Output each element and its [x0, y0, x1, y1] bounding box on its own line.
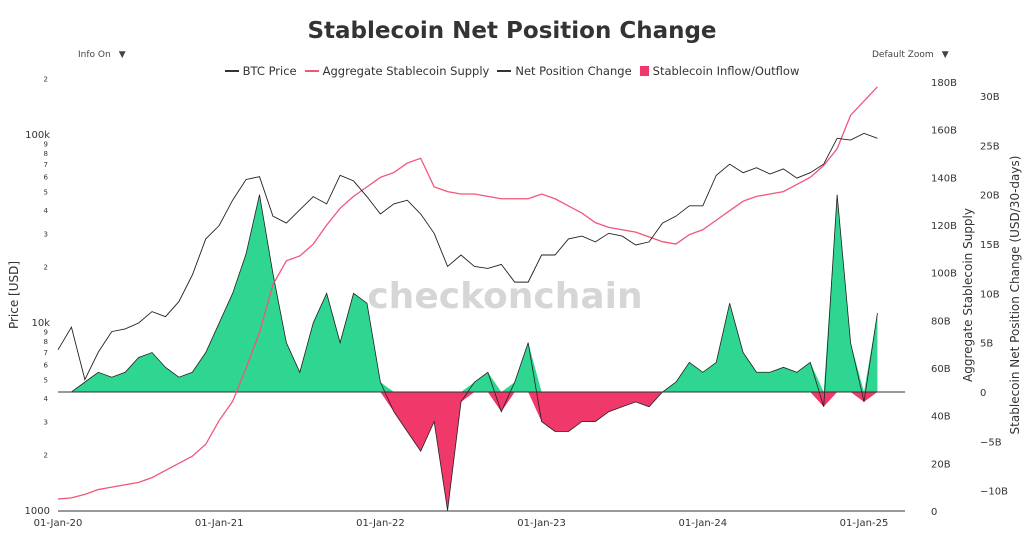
- zoom-label: Default Zoom: [872, 50, 934, 60]
- y-left-tick-label: 4: [44, 207, 49, 215]
- x-tick-label: 01-Jan-25: [840, 518, 889, 529]
- y-right2-tick-label: 15B: [980, 240, 1000, 251]
- y-right1-tick-label: 160B: [931, 126, 957, 137]
- y-left-tick-label: 8: [44, 338, 48, 346]
- y-left-tick-label: 4: [44, 395, 49, 403]
- legend-label: Stablecoin Inflow/Outflow: [652, 64, 800, 78]
- legend-item-net-position-change[interactable]: Net Position Change: [497, 64, 632, 78]
- y-left-axis-title: Price [USD]: [7, 261, 21, 329]
- legend-item-btc-price[interactable]: BTC Price: [224, 64, 297, 78]
- y-right2-tick-label: 25B: [980, 141, 1000, 152]
- y-right1-tick-label: 140B: [931, 173, 957, 184]
- y-right2-axis-title: Stablecoin Net Position Change (USD/30-d…: [1008, 156, 1022, 435]
- y-right1-tick-label: 100B: [931, 269, 957, 280]
- legend-label: Aggregate Stablecoin Supply: [322, 64, 490, 78]
- y-left-tick-label: 2: [44, 451, 48, 459]
- legend-label: BTC Price: [242, 64, 297, 78]
- y-right2-tick-label: 20B: [980, 191, 1000, 202]
- y-right1-tick-label: 40B: [931, 412, 951, 423]
- y-right1-tick-label: 80B: [931, 316, 951, 327]
- y-right2-tick-label: −10B: [980, 487, 1008, 498]
- y-left-tick-label: 8: [44, 150, 48, 158]
- x-tick-label: 01-Jan-21: [195, 518, 244, 529]
- x-tick-label: 01-Jan-20: [34, 518, 83, 529]
- y-right1-axis-title: Aggregate Stablecoin Supply: [961, 208, 975, 382]
- y-left-tick-label: 9: [44, 329, 48, 337]
- y-left-tick-label: 3: [44, 418, 48, 426]
- y-left-tick-label: 7: [44, 161, 48, 169]
- y-left-tick-label: 1000: [25, 506, 50, 517]
- y-left-tick-label: 100k: [25, 130, 50, 141]
- zoom-dropdown[interactable]: Default Zoom ▼: [864, 46, 957, 64]
- y-left-tick-label: 10k: [31, 318, 50, 329]
- info-toggle-label: Info On: [78, 50, 111, 60]
- y-left-tick-label: 6: [44, 362, 49, 370]
- y-right2-tick-label: 10B: [980, 289, 1000, 300]
- y-right2-tick-label: −5B: [980, 437, 1002, 448]
- outflow-area: [58, 392, 878, 511]
- legend: BTC Price Aggregate Stablecoin Supply Ne…: [0, 64, 1024, 78]
- y-right2-tick-label: 5B: [980, 339, 993, 350]
- y-right2-tick-label: 30B: [980, 92, 1000, 103]
- y-right1-tick-label: 0: [931, 507, 937, 518]
- info-toggle-dropdown[interactable]: Info On ▼: [70, 46, 134, 64]
- y-right1-tick-label: 60B: [931, 364, 951, 375]
- x-tick-label: 01-Jan-22: [356, 518, 405, 529]
- legend-item-stablecoin-supply[interactable]: Aggregate Stablecoin Supply: [304, 64, 490, 78]
- y-left-tick-label: 2: [44, 263, 48, 271]
- net-position-line: [58, 194, 878, 511]
- y-left-tick-label: 5: [44, 377, 48, 385]
- chart-title: Stablecoin Net Position Change: [307, 18, 717, 44]
- btc-price-line: [57, 132, 878, 381]
- y-right1-tick-label: 120B: [931, 221, 957, 232]
- y-left-tick-label: 9: [44, 141, 48, 149]
- legend-item-inflow-outflow[interactable]: Stablecoin Inflow/Outflow: [639, 64, 800, 78]
- y-left-tick-label: 7: [44, 349, 48, 357]
- inflow-area: [58, 194, 878, 392]
- y-left-tick-label: 2: [44, 75, 48, 83]
- chevron-down-icon: ▼: [941, 50, 949, 60]
- x-tick-label: 01-Jan-24: [678, 518, 727, 529]
- y-right2-tick-label: 0: [980, 388, 986, 399]
- y-left-tick-label: 3: [44, 230, 48, 238]
- x-tick-label: 01-Jan-23: [517, 518, 566, 529]
- chevron-down-icon: ▼: [118, 50, 126, 60]
- y-right1-tick-label: 180B: [931, 78, 957, 89]
- y-right1-tick-label: 20B: [931, 459, 951, 470]
- watermark: checkonchain: [367, 276, 642, 317]
- y-left-tick-label: 5: [44, 189, 48, 197]
- y-left-tick-label: 6: [44, 174, 49, 182]
- legend-label: Net Position Change: [515, 64, 632, 78]
- stablecoin-supply-line: [57, 86, 878, 500]
